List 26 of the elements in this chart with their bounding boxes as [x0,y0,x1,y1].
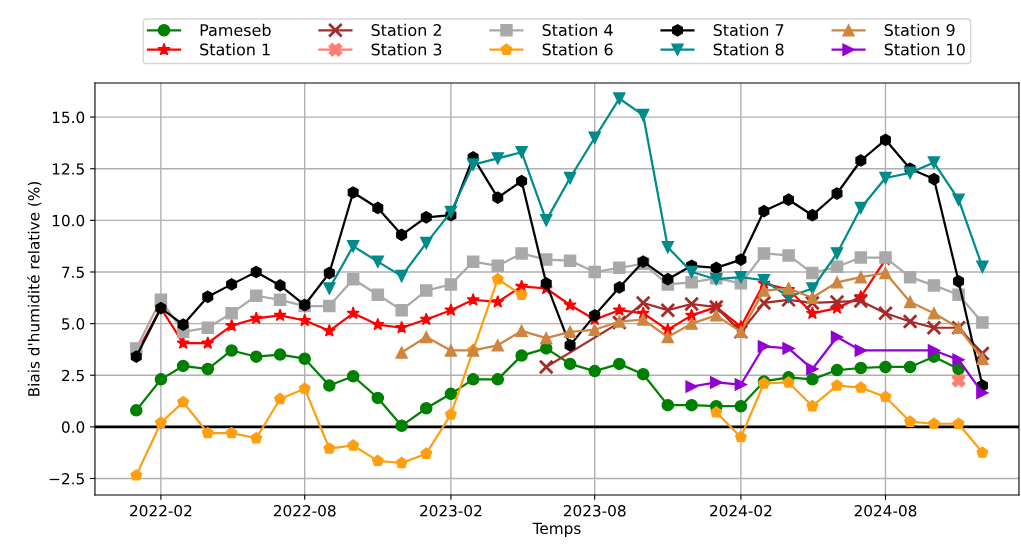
y-tick-label: 10.0 [52,214,85,227]
legend-label: Station 1 [200,43,270,56]
legend-label: Station 9 [884,23,955,37]
x-tick-label: 2022-08 [273,504,336,517]
y-tick-label: 0.0 [61,421,85,433]
x-tick-label: 2024-02 [710,504,772,517]
legend-label: Station 3 [371,43,442,56]
y-tick-label: 15.0 [52,111,85,124]
legend-label: Station 7 [713,23,784,37]
y-tick-label: 5.0 [62,318,85,330]
legend-label: Station 8 [713,43,784,56]
legend-label: Pameseb [200,23,271,37]
x-tick-label: 2023-08 [563,504,626,517]
legend-label: Station 6 [542,43,613,56]
legend-label: Station 10 [884,43,965,56]
x-tick-label: 2022-02 [130,504,192,517]
x-tick-label: 2024-08 [854,504,917,517]
y-tick-label: −2.5 [49,472,84,485]
legend-label: Station 2 [371,23,441,37]
legend-label: Station 4 [542,23,613,37]
x-tick-label: 2023-02 [420,504,482,517]
y-axis-title: Biais d'humidité relative (%) [27,182,42,396]
x-axis-title: Temps [532,522,581,538]
y-tick-label: 7.5 [62,266,84,279]
y-tick-label: 12.5 [52,163,84,175]
y-tick-label: 2.5 [62,369,84,382]
